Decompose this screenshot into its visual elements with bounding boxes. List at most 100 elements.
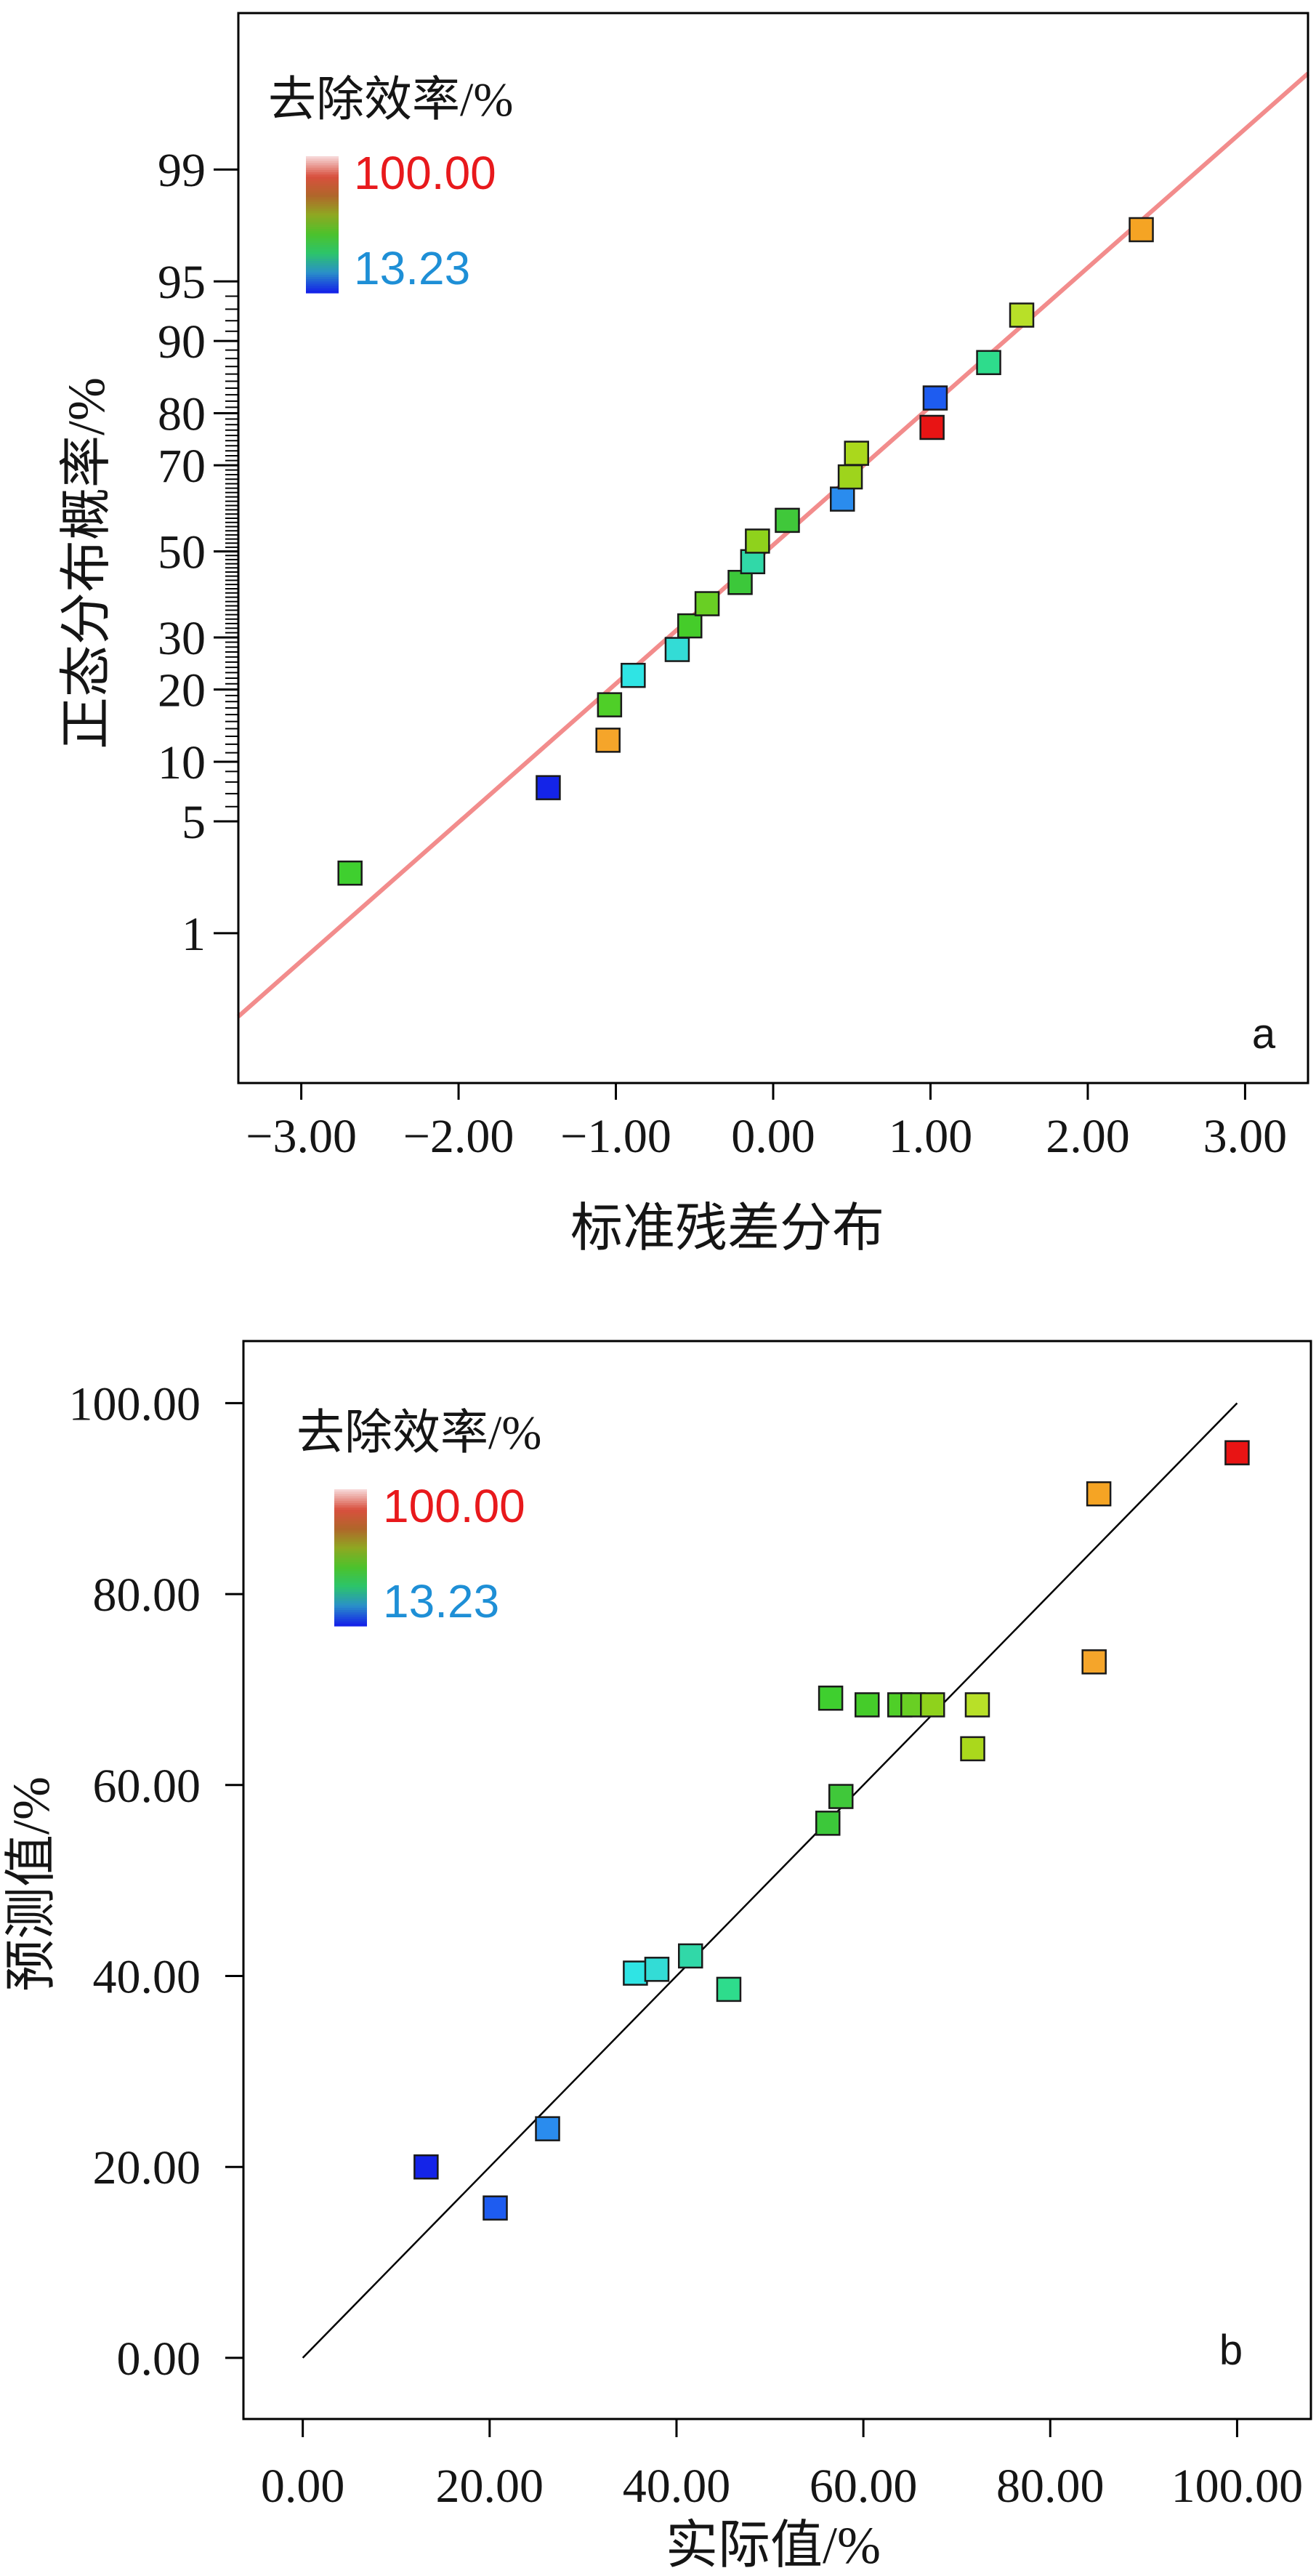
colorbar-segment: [334, 1502, 367, 1506]
colorbar-segment: [306, 263, 339, 266]
colorbar-segment: [334, 1610, 367, 1613]
colorbar-segment: [334, 1526, 367, 1529]
x-tick-label: 0.00: [261, 2460, 345, 2513]
colorbar-segment: [306, 204, 339, 207]
colorbar-segment: [306, 265, 339, 269]
colorbar-segment: [306, 195, 339, 198]
colorbar-segment: [334, 1592, 367, 1595]
colorbar-segment: [306, 222, 339, 225]
colorbar-segment: [334, 1578, 367, 1581]
data-point: [727, 570, 753, 595]
colorbar-segment: [334, 1564, 367, 1568]
data-point: [919, 414, 945, 440]
legend-title: 去除效率/%: [268, 73, 513, 126]
colorbar-segment: [334, 1589, 367, 1593]
color-legend: 去除效率/% 100.00 13.23: [268, 73, 513, 294]
colorbar-segment: [334, 1532, 367, 1536]
colorbar-segment: [306, 199, 339, 203]
colorbar-segment: [334, 1623, 367, 1627]
colorbar-segment: [334, 1580, 367, 1584]
y-tick-label: 60.00: [93, 1760, 201, 1813]
colorbar-segment: [334, 1587, 367, 1590]
colorbar-segment: [306, 259, 339, 262]
panel-label: a: [1252, 1010, 1276, 1058]
data-point: [536, 775, 561, 800]
colorbar-segment: [306, 206, 339, 209]
colorbar-segment: [334, 1582, 367, 1586]
colorbar-segment: [306, 249, 339, 253]
data-point: [775, 507, 800, 534]
colorbar-segment: [334, 1521, 367, 1524]
colorbar-segment: [334, 1494, 367, 1497]
x-tick-label: −2.00: [403, 1110, 514, 1163]
panel-label: b: [1219, 2327, 1243, 2374]
colorbar-segment: [306, 270, 339, 273]
data-point: [716, 1976, 742, 2003]
colorbar-segment: [306, 240, 339, 243]
axes: 0.00 20.00 40.00 60.00 80.00 100.00 0.00 20.00 4…: [69, 1377, 1304, 2513]
colorbar-segment: [306, 220, 339, 223]
x-tick-label: −1.00: [560, 1110, 671, 1163]
y-tick-label: 100.00: [69, 1377, 201, 1430]
colorbar-segment: [306, 215, 339, 219]
x-axis-title: 标准残差分布: [570, 1199, 884, 1257]
colorbar-segment: [334, 1617, 367, 1620]
colorbar-segment: [306, 243, 339, 246]
colorbar-segment: [306, 281, 339, 285]
legend-title: 去除效率/%: [296, 1406, 541, 1460]
data-point: [844, 440, 869, 466]
x-tick-label: 40.00: [623, 2460, 731, 2513]
colorbar-segment: [306, 158, 339, 161]
colorbar-segment: [306, 283, 339, 287]
colorbar-segment: [306, 185, 339, 189]
colorbar-segment: [334, 1498, 367, 1502]
data-point: [815, 1811, 841, 1836]
colorbar-segment: [334, 1560, 367, 1563]
colorbar-segment: [306, 213, 339, 217]
colorbar-segment: [306, 227, 339, 230]
data-point: [595, 728, 621, 753]
y-tick-label: 20: [158, 664, 206, 717]
colorbar-segment: [334, 1537, 367, 1540]
data-point: [337, 860, 363, 886]
y-tick-label: 99: [158, 144, 206, 197]
x-tick-label: 60.00: [810, 2460, 918, 2513]
colorbar-segment: [334, 1555, 367, 1558]
data-point: [677, 613, 703, 639]
colorbar: [334, 1489, 367, 1627]
colorbar-segment: [334, 1530, 367, 1534]
colorbar-segment: [334, 1566, 367, 1570]
colorbar-segment: [334, 1601, 367, 1604]
y-tick-label: 5: [182, 796, 206, 849]
x-tick-label: 80.00: [996, 2460, 1105, 2513]
colorbar-segment: [306, 286, 339, 289]
colorbar-segment: [306, 229, 339, 232]
colorbar-segment: [334, 1548, 367, 1552]
colorbar-segment: [306, 167, 339, 171]
colorbar-segment: [306, 261, 339, 264]
data-point: [1009, 302, 1035, 328]
data-point: [483, 2195, 508, 2221]
colorbar-segment: [306, 193, 339, 196]
data-point: [413, 2154, 439, 2180]
colorbar-segment: [334, 1598, 367, 1602]
y-tick-label: 0.00: [117, 2333, 201, 2386]
reference-line: [302, 1402, 1238, 2359]
data-point: [829, 486, 855, 512]
colorbar-segment: [334, 1596, 367, 1599]
predicted-vs-actual-plot: 0.00 20.00 40.00 60.00 80.00 100.00 0.00 20.00 4…: [2, 1340, 1312, 2575]
colorbar-segment: [306, 231, 339, 235]
colorbar-segment: [306, 183, 339, 187]
data-point: [920, 1692, 945, 1718]
data-point: [837, 464, 863, 490]
y-tick-label: 40.00: [93, 1951, 201, 2004]
data-point: [664, 637, 690, 662]
colorbar-segment: [334, 1505, 367, 1508]
colorbar-segment: [334, 1562, 367, 1565]
colorbar-segment: [306, 163, 339, 166]
reference-line: [237, 71, 1309, 1018]
x-tick-label: 0.00: [731, 1110, 815, 1163]
data-point: [644, 1957, 670, 1982]
colorbar-segment: [306, 181, 339, 185]
